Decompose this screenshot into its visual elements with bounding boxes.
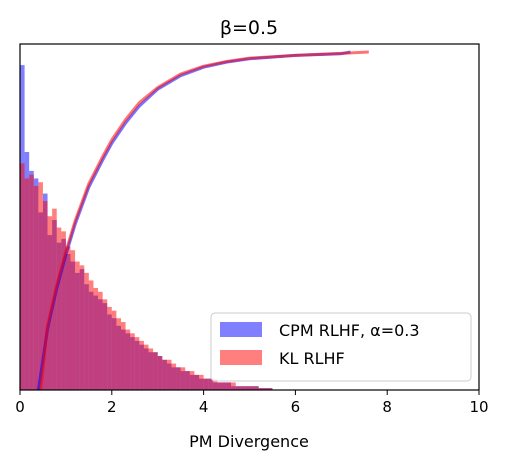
histogram-bar-1-53	[263, 388, 268, 390]
histogram-bar-1-6	[47, 216, 53, 390]
histogram-bar-1-15	[88, 280, 94, 390]
histogram-bar-1-28	[148, 348, 154, 390]
histogram-bar-1-41	[208, 378, 213, 390]
histogram-bar-1-18	[102, 299, 108, 390]
x-tick-label-5: 10	[469, 398, 488, 416]
histogram-bar-1-14	[84, 272, 89, 390]
histogram-bar-1-52	[258, 388, 264, 390]
x-tick-label-3: 6	[291, 398, 301, 416]
histogram-bar-1-36	[185, 371, 190, 390]
histogram-bar-1-5	[42, 201, 48, 390]
histogram-bar-1-4	[38, 182, 43, 390]
x-tick-label-0: 0	[15, 398, 25, 416]
histogram-bar-1-29	[153, 352, 158, 390]
histogram-bar-1-40	[203, 378, 209, 390]
histogram-bar-1-17	[98, 291, 103, 390]
histogram-bar-1-35	[180, 367, 186, 390]
x-axis-ticks: 0 2 4 6 8 10	[15, 390, 489, 416]
plot-area	[20, 50, 369, 391]
histogram-bar-1-43	[217, 382, 222, 390]
histogram-bar-1-46	[231, 382, 236, 390]
histogram-bar-1-9	[61, 231, 66, 390]
histogram-bar-1-19	[107, 306, 112, 390]
x-tick-label-1: 2	[107, 398, 117, 416]
histogram-bar-1-49	[244, 386, 250, 390]
histogram-bar-1-51	[254, 386, 259, 390]
histogram-bar-1-21	[116, 318, 121, 390]
legend: CPM RLHF, α=0.3 KL RLHF	[210, 312, 472, 382]
histogram-bar-1-39	[199, 374, 204, 390]
histogram-bar-1-2	[29, 174, 34, 390]
histogram-bar-1-24	[130, 333, 135, 390]
cdf-line-1	[39, 50, 369, 391]
histogram-bar-1-26	[139, 340, 144, 390]
histogram-bar-1-38	[194, 374, 200, 390]
histogram-bar-1-16	[93, 288, 99, 390]
histogram-bar-1-30	[157, 356, 163, 390]
histogram-bar-1-33	[171, 363, 177, 390]
legend-swatch-cpm	[220, 322, 262, 337]
histogram-bar-1-22	[120, 322, 126, 390]
histogram-bar-1-3	[33, 186, 39, 390]
histogram-bar-1-54	[267, 388, 273, 390]
histogram-bar-1-13	[79, 265, 85, 390]
histogram-bar-1-32	[166, 359, 172, 390]
histogram-bar-1-37	[189, 371, 195, 390]
histogram-bar-1-48	[240, 386, 245, 390]
histogram-bar-1-10	[65, 246, 71, 390]
histogram-bar-1-8	[56, 227, 62, 390]
histogram-bar-1-25	[134, 337, 140, 390]
chart-title: β=0.5	[220, 17, 278, 39]
legend-swatch-kl	[220, 350, 262, 365]
x-tick-label-4: 8	[382, 398, 392, 416]
histogram-bar-1-31	[162, 359, 167, 390]
histogram-bar-1-20	[111, 310, 117, 390]
histogram-bar-1-47	[235, 386, 241, 390]
cdf-layer	[36, 50, 369, 391]
x-tick-label-2: 4	[199, 398, 209, 416]
histogram-bar-1-27	[143, 344, 149, 390]
histogram-bar-1-23	[125, 329, 131, 390]
legend-label-cpm: CPM RLHF, α=0.3	[279, 321, 420, 340]
legend-box	[210, 312, 472, 382]
legend-label-kl: KL RLHF	[279, 349, 345, 368]
histogram-bar-1-34	[176, 367, 181, 390]
histogram-bar-1-1	[24, 178, 30, 390]
histogram-bar-1-45	[226, 382, 232, 390]
histogram-bar-1-42	[212, 378, 218, 390]
histogram-bar-1-12	[75, 261, 80, 390]
histogram-layer	[20, 65, 273, 390]
plot-frame	[19, 43, 480, 391]
x-axis-label: PM Divergence	[189, 432, 309, 451]
histogram-bar-1-0	[20, 163, 25, 390]
histogram-bar-1-44	[221, 382, 227, 390]
histogram-bar-1-50	[249, 386, 255, 390]
histogram-bar-1-11	[70, 250, 76, 390]
